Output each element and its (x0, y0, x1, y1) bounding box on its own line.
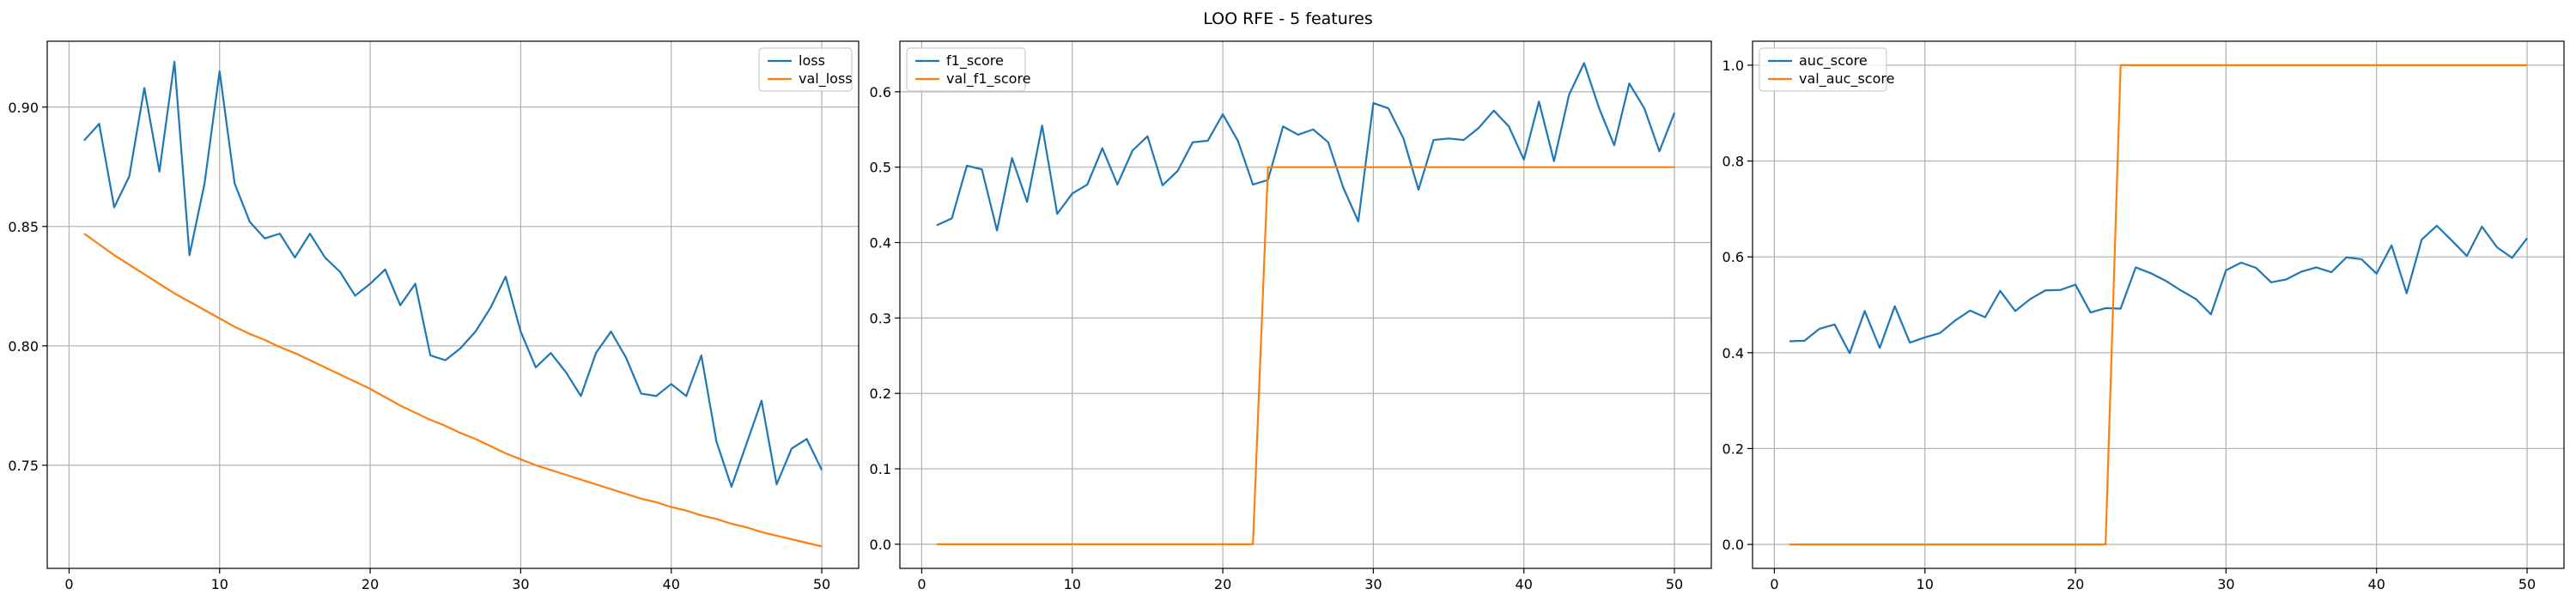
legend-label: loss (799, 52, 825, 69)
y-tick-label: 0.4 (870, 235, 891, 252)
x-tick-label: 50 (2518, 576, 2536, 592)
series-line-loss (83, 60, 823, 489)
y-tick-label: 0.8 (1722, 154, 1744, 170)
legend-label: val_auc_score (1799, 70, 1894, 88)
subplot-3: 0 10 20 30 40 50 0.0 0.2 0.4 0.6 0.8 1.0 auc_scoreva… (1722, 40, 2565, 592)
x-tick-label: 30 (2217, 576, 2234, 592)
y-tick-label: 0.2 (1722, 440, 1744, 457)
y-tick-label: 0.6 (870, 84, 891, 100)
x-tick-label: 0 (917, 576, 926, 592)
subplot-2: 0 10 20 30 40 50 0.0 0.1 0.2 0.3 0.4 0.5 0.6 f1_score… (870, 40, 1712, 592)
y-tick-label: 0.6 (1722, 249, 1744, 265)
x-tick-label: 10 (1064, 576, 1081, 592)
y-tick-label: 0.90 (8, 100, 39, 116)
y-tick-label: 0.0 (870, 537, 891, 553)
y-tick-label: 0.5 (870, 160, 891, 176)
legend-label: auc_score (1799, 52, 1868, 70)
y-tick-label: 0.2 (870, 385, 891, 402)
series-line-val-auc-score (1789, 64, 2528, 546)
legend-box (758, 47, 853, 92)
axes-frame (46, 40, 860, 569)
series-line-auc-score (1789, 224, 2528, 355)
figure-title: LOO RFE - 5 features (1203, 9, 1373, 28)
legend-box (1759, 47, 1887, 92)
axes-frame (899, 40, 1712, 569)
y-tick-label: 0.1 (870, 461, 891, 477)
x-tick-label: 40 (2368, 576, 2385, 592)
y-tick-label: 0.3 (870, 310, 891, 326)
legend-label: val_f1_score (946, 70, 1031, 88)
x-tick-label: 20 (361, 576, 379, 592)
legend-label: val_loss (799, 70, 853, 88)
y-tick-label: 0.4 (1722, 345, 1744, 361)
y-tick-label: 0.75 (8, 458, 39, 474)
x-tick-label: 20 (2067, 576, 2084, 592)
series-line-val-f1-score (936, 166, 1675, 545)
x-tick-label: 30 (512, 576, 529, 592)
x-tick-label: 0 (1770, 576, 1778, 592)
x-tick-label: 40 (1516, 576, 1533, 592)
subplots: 0 10 20 30 40 500.750.800.850.90lossval_loss0… (8, 40, 2565, 592)
y-tick-label: 0.85 (8, 219, 39, 235)
y-tick-label: 0.0 (1722, 537, 1744, 553)
series-line-val-loss (83, 233, 823, 548)
x-tick-label: 40 (663, 576, 680, 592)
x-tick-label: 50 (1666, 576, 1683, 592)
x-tick-label: 10 (211, 576, 228, 592)
x-tick-label: 0 (64, 576, 73, 592)
x-tick-label: 30 (1364, 576, 1382, 592)
legend-box (906, 47, 1026, 92)
x-tick-label: 50 (813, 576, 830, 592)
x-tick-label: 20 (1214, 576, 1231, 592)
y-tick-label: 0.80 (8, 338, 39, 355)
y-tick-label: 1.0 (1722, 58, 1744, 74)
x-tick-label: 10 (1917, 576, 1934, 592)
series-line-f1-score (936, 62, 1676, 232)
legend-label: f1_score (946, 52, 1004, 70)
axes-frame (1752, 40, 2565, 569)
